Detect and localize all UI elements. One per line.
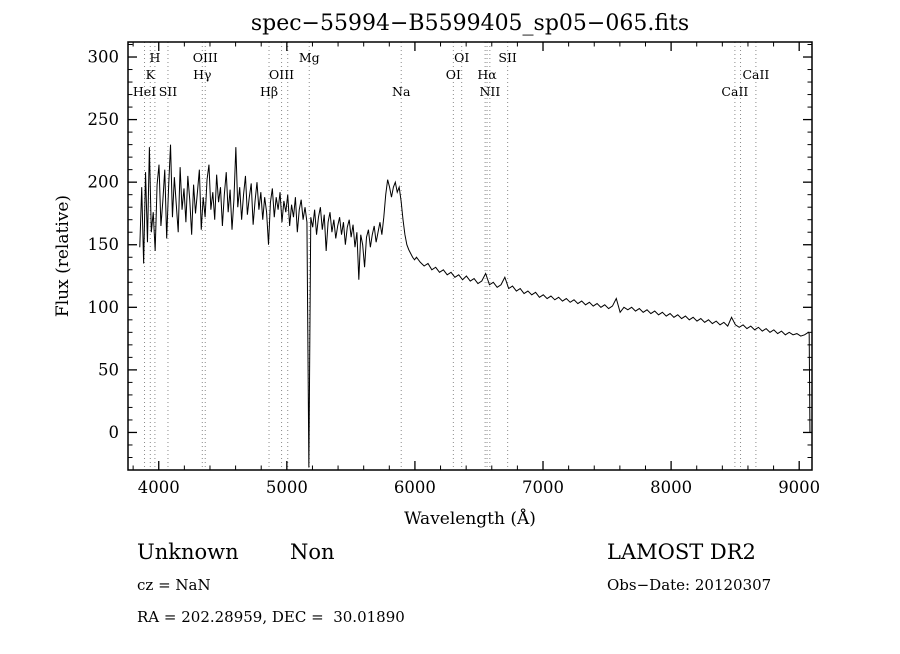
x-tick-label: 7000 — [522, 478, 564, 497]
spectral-line-label: NII — [479, 84, 500, 99]
y-axis-label: Flux (relative) — [53, 195, 73, 317]
y-tick-label: 300 — [88, 48, 120, 67]
x-tick-label: 4000 — [138, 478, 180, 497]
x-axis-label: Wavelength (Å) — [404, 508, 536, 529]
cz-label: cz = NaN — [137, 576, 211, 594]
spectral-line-label: SII — [159, 84, 178, 99]
y-tick-label: 50 — [98, 360, 119, 379]
spectral-line-label: Hγ — [193, 67, 211, 82]
obs-date-label: Obs−Date: 20120307 — [607, 576, 771, 594]
spectral-line-labels: HeI KH SII Hγ OIII Hβ OIII Mg Na OI OI Hα NII SII CaII… — [133, 50, 769, 99]
object-class-label: Unknown — [137, 540, 239, 564]
spectral-line-label: OIII — [269, 67, 294, 82]
y-tick-label: 250 — [88, 110, 120, 129]
spectral-line-label: SII — [498, 50, 517, 65]
y-tick-label: 100 — [88, 298, 120, 317]
axis-ticks-layer: 4000 5000 6000 7000 8000 9000 0 50 100 150 200 250 3… — [88, 42, 820, 497]
spectral-line-label: K — [146, 67, 156, 82]
spectrum-trace-layer — [139, 144, 811, 468]
x-tick-label: 6000 — [394, 478, 436, 497]
coords-label: RA = 202.28959, DEC = 30.01890 — [137, 608, 405, 626]
survey-label: LAMOST DR2 — [607, 540, 756, 564]
y-tick-label: 150 — [88, 235, 120, 254]
plot-title: spec−55994−B5599405_sp05−065.fits — [251, 11, 689, 36]
y-tick-label: 0 — [109, 423, 120, 442]
spectral-line-label: OI — [454, 50, 469, 65]
x-tick-label: 5000 — [266, 478, 308, 497]
spectral-line-label: Hβ — [260, 84, 278, 99]
spectral-line-label: Mg — [299, 50, 320, 65]
spectral-line-label: HeI — [133, 84, 156, 99]
spectral-line-label: CaII — [742, 67, 769, 82]
y-tick-label: 200 — [88, 173, 120, 192]
spectral-line-label: Na — [392, 84, 411, 99]
spectral-line-label: Hα — [477, 67, 497, 82]
x-tick-label: 8000 — [650, 478, 692, 497]
spectral-line-markers — [144, 42, 757, 470]
plot-frame — [127, 41, 813, 471]
spectral-line-label: H — [149, 50, 160, 65]
x-tick-label: 9000 — [778, 478, 820, 497]
spectrum-trace — [139, 144, 811, 468]
spectral-line-label: OI — [446, 67, 461, 82]
spectral-line-label: CaII — [721, 84, 748, 99]
object-subclass-label: Non — [290, 540, 335, 564]
spectral-line-label: OIII — [193, 50, 218, 65]
